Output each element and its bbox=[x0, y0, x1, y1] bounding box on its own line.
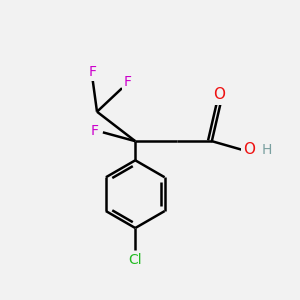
Text: O: O bbox=[213, 87, 225, 102]
Text: H: H bbox=[262, 143, 272, 157]
Text: F: F bbox=[91, 124, 99, 138]
Text: F: F bbox=[88, 65, 97, 79]
Text: F: F bbox=[124, 75, 132, 89]
Text: Cl: Cl bbox=[128, 254, 142, 267]
Text: O: O bbox=[243, 142, 255, 158]
